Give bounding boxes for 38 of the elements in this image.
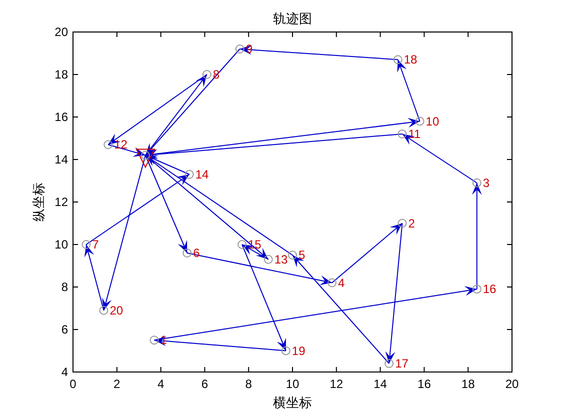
- y-tick-label: 16: [54, 110, 68, 124]
- x-tick-label: 18: [461, 377, 476, 391]
- annotation: 4: [338, 276, 346, 290]
- annotation: 18: [404, 52, 418, 67]
- annotation: 12: [114, 138, 128, 152]
- annotation: 10: [426, 114, 440, 128]
- y-tick-label: 20: [54, 25, 68, 39]
- y-tick-label: 10: [54, 238, 68, 252]
- annotation: 11: [408, 127, 422, 141]
- x-tick-label: 10: [286, 377, 300, 391]
- x-tick-label: 16: [418, 377, 432, 391]
- y-axis-title: 纵坐标: [31, 182, 46, 222]
- x-tick-label: 2: [114, 377, 121, 391]
- x-tick-label: 0: [70, 377, 77, 391]
- x-tick-label: 14: [374, 377, 388, 391]
- annotation: 2: [408, 216, 416, 230]
- x-tick-label: 20: [505, 377, 519, 391]
- annotation: 16: [482, 282, 497, 296]
- annotation: 3: [482, 176, 490, 190]
- y-tick-label: 14: [54, 152, 68, 166]
- x-tick-label: 12: [330, 377, 344, 391]
- x-tick-label: 4: [157, 377, 164, 391]
- x-tick-label: 6: [201, 377, 208, 391]
- annotation: 20: [110, 303, 124, 318]
- y-tick-label: 18: [54, 68, 68, 82]
- annotation: 14: [195, 167, 210, 182]
- x-tick-label: 8: [245, 377, 252, 391]
- y-tick-label: 6: [61, 322, 68, 336]
- y-tick-label: 4: [61, 365, 68, 379]
- x-axis-title: 横坐标: [273, 395, 312, 410]
- chart-title: 轨迹图: [273, 11, 312, 26]
- annotation: 5: [298, 248, 306, 262]
- annotation: 19: [292, 344, 306, 358]
- y-tick-label: 12: [54, 195, 68, 209]
- annotation: 17: [395, 356, 409, 370]
- annotation: 13: [274, 252, 288, 266]
- annotation: 7: [92, 238, 100, 252]
- y-tick-label: 8: [61, 280, 68, 294]
